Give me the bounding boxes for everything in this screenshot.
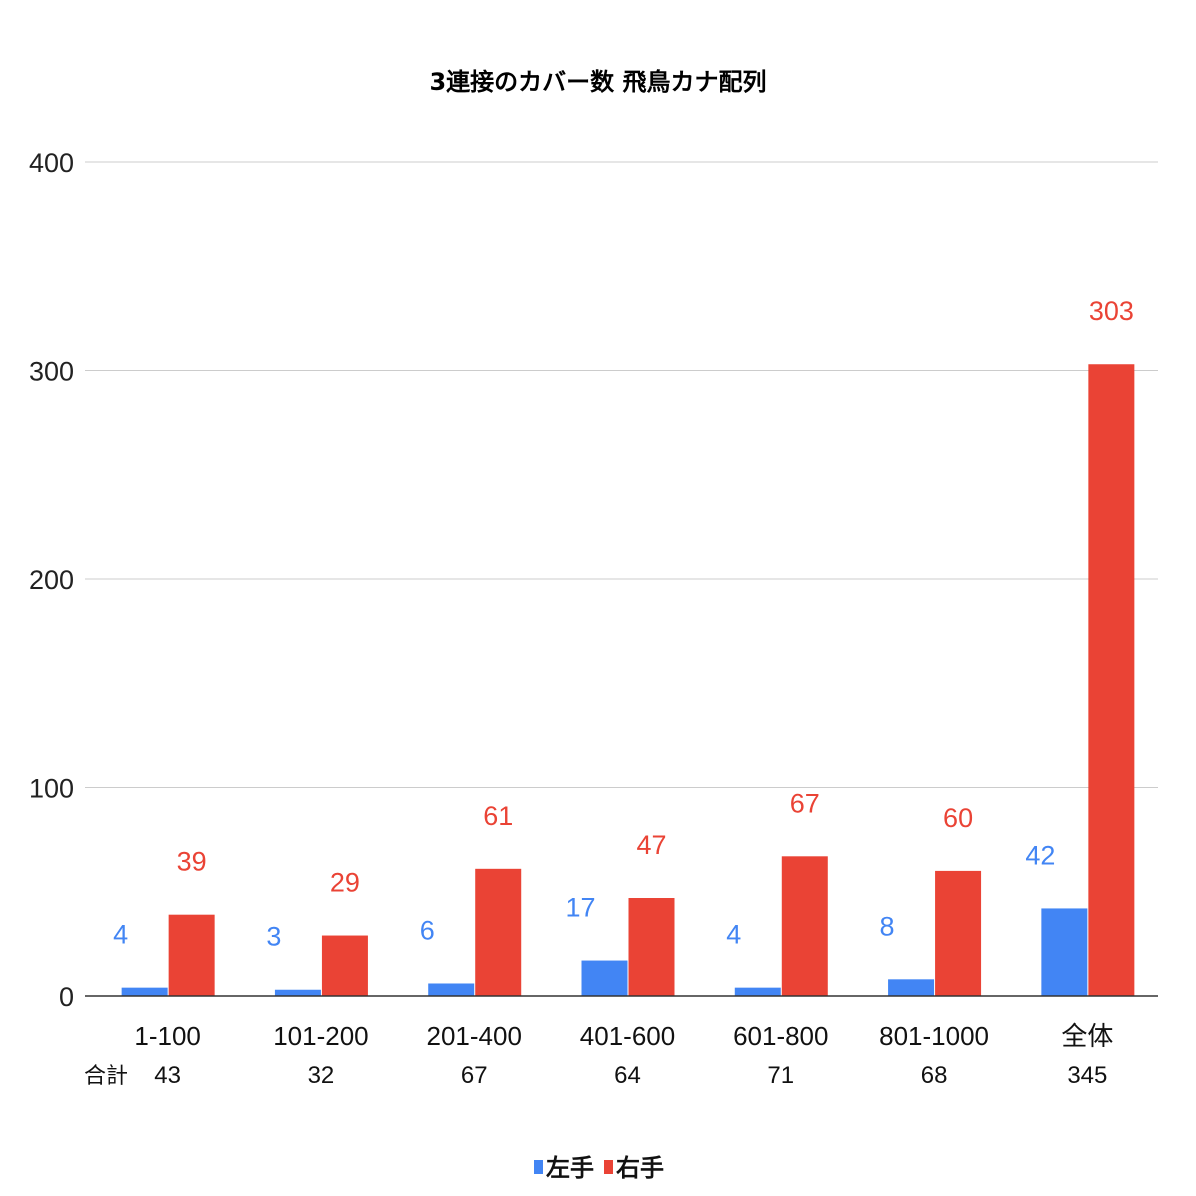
data-labels: 4 39 3 29 6 61 17 47 4 67 8 60 42 303 (113, 296, 1134, 952)
data-label: 17 (565, 893, 595, 923)
y-tick-label: 300 (29, 357, 74, 387)
bar-right-5 (935, 870, 982, 996)
data-label: 3 (266, 922, 281, 952)
legend-label: 左手 (546, 1154, 594, 1182)
data-label: 61 (483, 801, 513, 831)
data-label: 60 (943, 803, 973, 833)
x-tick-label: 1-100 (134, 1021, 201, 1051)
x-total-label: 71 (767, 1062, 794, 1089)
bar-left-0 (121, 987, 168, 996)
bars (121, 364, 1135, 996)
data-label: 29 (330, 868, 360, 898)
bar-left-2 (428, 983, 475, 996)
data-label: 42 (1025, 840, 1055, 870)
x-total-label: 32 (308, 1062, 335, 1089)
x-tick-label: 全体 (1061, 1021, 1113, 1051)
bar-right-1 (321, 935, 368, 996)
x-total-label: 67 (461, 1062, 488, 1089)
data-label: 6 (420, 915, 435, 945)
data-label: 8 (880, 911, 895, 941)
x-axis-ticks: 1-100 43 101-200 32 201-400 67 401-600 64 601-80… (134, 1021, 1113, 1089)
x-total-label: 64 (614, 1062, 641, 1089)
bar-right-4 (781, 856, 828, 996)
totals-row-label: 合計 (84, 1064, 128, 1089)
legend: 左手 右手 (534, 1154, 664, 1182)
x-tick-label: 101-200 (273, 1021, 368, 1051)
y-tick-label: 100 (29, 774, 74, 804)
x-tick-label: 401-600 (580, 1021, 675, 1051)
y-tick-label: 200 (29, 565, 74, 595)
gridlines (85, 161, 1158, 788)
data-label: 39 (177, 847, 207, 877)
data-label: 4 (113, 920, 128, 950)
bar-right-3 (628, 898, 675, 996)
bar-left-4 (734, 987, 781, 996)
data-label: 4 (726, 920, 741, 950)
bar-left-6 (1041, 908, 1088, 996)
bar-right-6 (1088, 364, 1135, 996)
chart-title: 3連接のカバー数 飛鳥カナ配列 (429, 68, 766, 96)
bar-right-0 (168, 914, 215, 996)
x-tick-label: 801-1000 (879, 1021, 989, 1051)
legend-label: 右手 (616, 1154, 664, 1182)
legend-swatch (534, 1160, 543, 1174)
x-total-label: 345 (1067, 1062, 1107, 1089)
x-total-label: 68 (921, 1062, 948, 1089)
data-label: 67 (790, 788, 820, 818)
data-label: 303 (1089, 296, 1134, 326)
bar-left-5 (888, 979, 935, 996)
legend-swatch (604, 1160, 613, 1174)
x-total-label: 43 (154, 1062, 181, 1089)
bar-left-1 (274, 989, 321, 996)
y-tick-label: 0 (59, 982, 74, 1012)
x-tick-label: 201-400 (427, 1021, 522, 1051)
y-axis-ticks: 0 100 200 300 400 (29, 148, 74, 1012)
bar-right-2 (475, 868, 522, 996)
bar-left-3 (581, 960, 628, 996)
x-tick-label: 601-800 (733, 1021, 828, 1051)
data-label: 47 (636, 830, 666, 860)
y-tick-label: 400 (29, 148, 74, 178)
